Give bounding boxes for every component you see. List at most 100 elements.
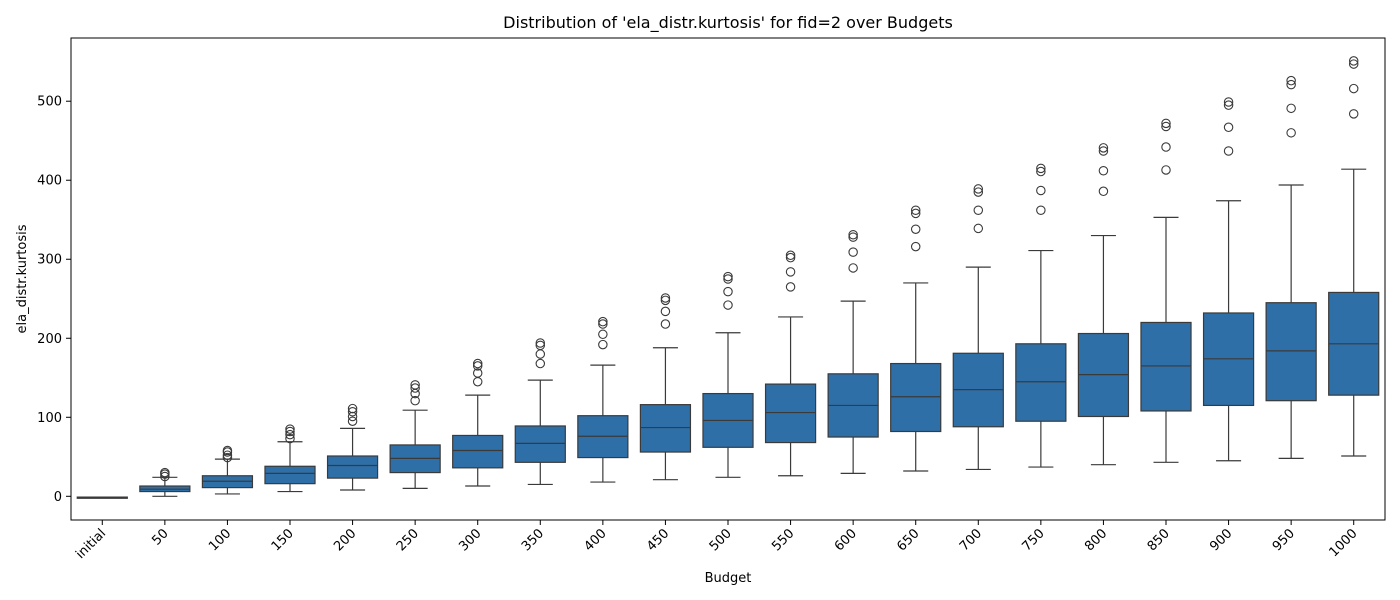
box [764,383,817,444]
box [514,425,566,463]
outlier-point [535,358,546,369]
outlier-point [785,267,796,277]
outlier-point [660,306,671,317]
box-group [1328,56,1380,457]
outlier-point [410,383,420,393]
outlier-point [598,329,608,340]
outlier-point [535,340,546,351]
outlier-point [222,445,233,456]
outlier-point [160,471,170,482]
y-axis-label: ela_distr.kurtosis [15,224,30,333]
box-group [326,403,379,491]
outlier-point [1098,143,1109,153]
box-group [952,184,1004,471]
outlier-point [848,230,858,240]
box-group [1202,97,1255,462]
outlier-point [598,316,608,327]
x-tick-label: 500 [707,526,735,554]
outlier-point [347,403,358,414]
x-tick-label: 550 [769,526,797,554]
x-tick-label: 150 [269,526,297,554]
outlier-point [785,282,796,292]
plot-area [76,56,1380,499]
x-axis: initial 50 100 150 200 250 300 350 400 450 500 550 6… [73,520,1361,562]
box-group [1077,143,1130,466]
outlier-point [472,368,483,378]
outlier-point [1098,146,1109,156]
box-group [139,467,191,497]
outlier-point [973,187,984,197]
outlier-point [598,339,608,350]
x-tick-label: 750 [1020,526,1048,554]
outlier-point [1036,163,1046,174]
outlier-point [1348,59,1359,69]
outlier-point [723,271,733,282]
outlier-point [723,286,733,297]
outlier-point [1223,122,1234,133]
box-group [577,316,629,483]
outlier-point [472,361,483,371]
x-tick-label: 100 [206,526,234,554]
box-group [1015,163,1067,468]
outlier-point [660,293,671,303]
outlier-point [1223,100,1234,110]
box-group [514,338,566,486]
box-group [389,380,441,489]
outlier-point [723,274,733,284]
outlier-point [285,426,295,437]
y-tick-label: 0 [54,490,62,505]
outlier-point [848,232,858,242]
outlier-point [1223,146,1234,156]
outlier-point [660,319,671,329]
outlier-point [1286,103,1296,114]
x-tick-label: 800 [1082,526,1110,554]
box-group [639,293,692,481]
outlier-point [347,416,358,426]
outlier-point [910,224,921,234]
outlier-point [285,433,295,444]
outlier-point [1348,56,1359,66]
y-tick-label: 100 [37,411,62,426]
outlier-point [910,205,921,216]
box [264,465,316,485]
box [326,455,379,479]
box-group [201,445,254,495]
y-tick-label: 500 [37,95,62,110]
outlier-point [660,295,671,306]
box-group [452,358,504,487]
y-tick-label: 400 [37,174,62,189]
outlier-point [1223,97,1234,107]
outlier-point [723,300,733,310]
box-group [702,271,754,478]
x-tick-label: 900 [1207,526,1235,554]
outlier-point [285,424,295,434]
x-tick-label: 350 [519,526,547,554]
outlier-point [910,208,921,219]
y-tick-label: 300 [37,253,62,268]
box [1140,321,1192,412]
box-group [264,424,316,493]
outlier-point [410,395,420,406]
outlier-point [1098,165,1109,176]
outlier-point [472,358,483,369]
outlier-point [1348,109,1359,119]
x-tick-label: 200 [331,526,359,554]
outlier-point [222,452,233,463]
box [452,434,504,469]
outlier-point [1098,186,1109,197]
box [890,362,942,433]
outlier-point [1161,142,1171,152]
outlier-point [285,429,295,440]
outlier-point [598,319,608,329]
outlier-point [472,376,483,387]
x-tick-label: 950 [1270,526,1298,554]
outlier-point [1036,205,1046,216]
outlier-point [973,223,984,234]
box-group [1140,118,1192,463]
outlier-point [1286,128,1296,138]
outlier-point [410,380,420,390]
box-group [1265,75,1317,459]
x-tick-label: 650 [894,526,922,554]
outlier-point [535,338,546,348]
outlier-point [848,263,858,273]
